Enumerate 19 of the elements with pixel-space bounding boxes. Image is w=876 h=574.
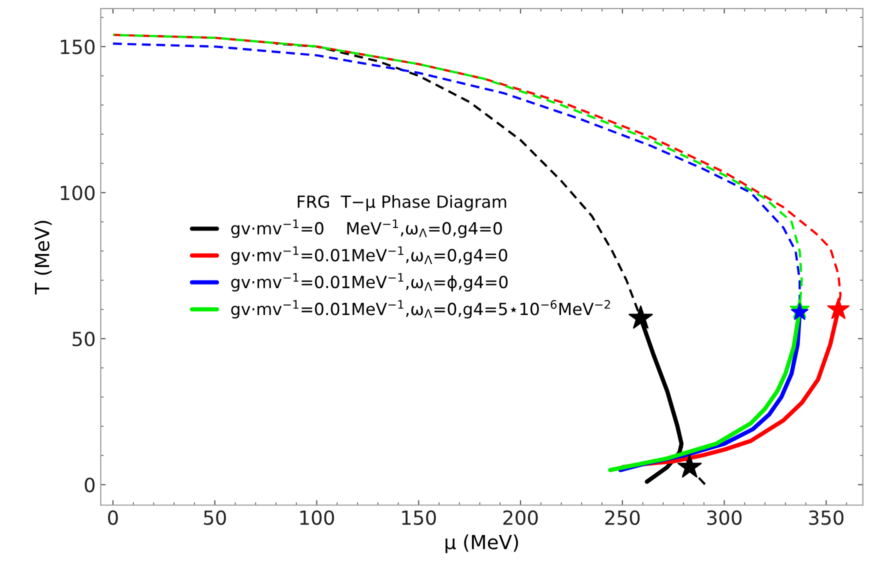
y-tick-label: 150 <box>60 40 95 54</box>
x-tick-label: 200 <box>503 510 538 526</box>
x-tick-label: 350 <box>809 510 844 526</box>
x-tick-label: 100 <box>300 510 334 526</box>
legend-title: FRG T−μ Phase Diagram <box>298 195 506 212</box>
legend-label: gv·mv$^{−1}$=0.01MeV$^{−1}$,ω$_{Λ}$=0,g4=0 <box>231 246 508 265</box>
x-tick-label: 150 <box>402 510 436 526</box>
legend-label: gv·mv$^{−1}$=0.01MeV$^{−1}$,ω$_{Λ}$=ϕ,g4=0 <box>231 273 508 292</box>
legend-label: gv·mv$^{−1}$=0 MeV$^{−1}$,ω$_{Λ}$=0,g4=0 <box>231 220 502 238</box>
x-tick-label: 250 <box>605 510 640 526</box>
y-tick-label: 0 <box>84 478 95 492</box>
x-axis-title: μ (MeV) <box>446 534 518 554</box>
y-tick-label: 100 <box>60 186 95 200</box>
x-tick-label: 0 <box>108 510 118 526</box>
x-tick-label: 50 <box>204 510 226 526</box>
y-tick-label: 50 <box>72 332 95 346</box>
y-axis-title: T (MeV) <box>34 220 52 295</box>
text: gv·mv$^{−1}$=0.01MeV$^{−1}$,ω$_{Λ}$=0,g4=5⋆10$^{−6}$MeV$^{−2}$ <box>231 300 610 319</box>
x-tick-label: 300 <box>707 510 742 526</box>
